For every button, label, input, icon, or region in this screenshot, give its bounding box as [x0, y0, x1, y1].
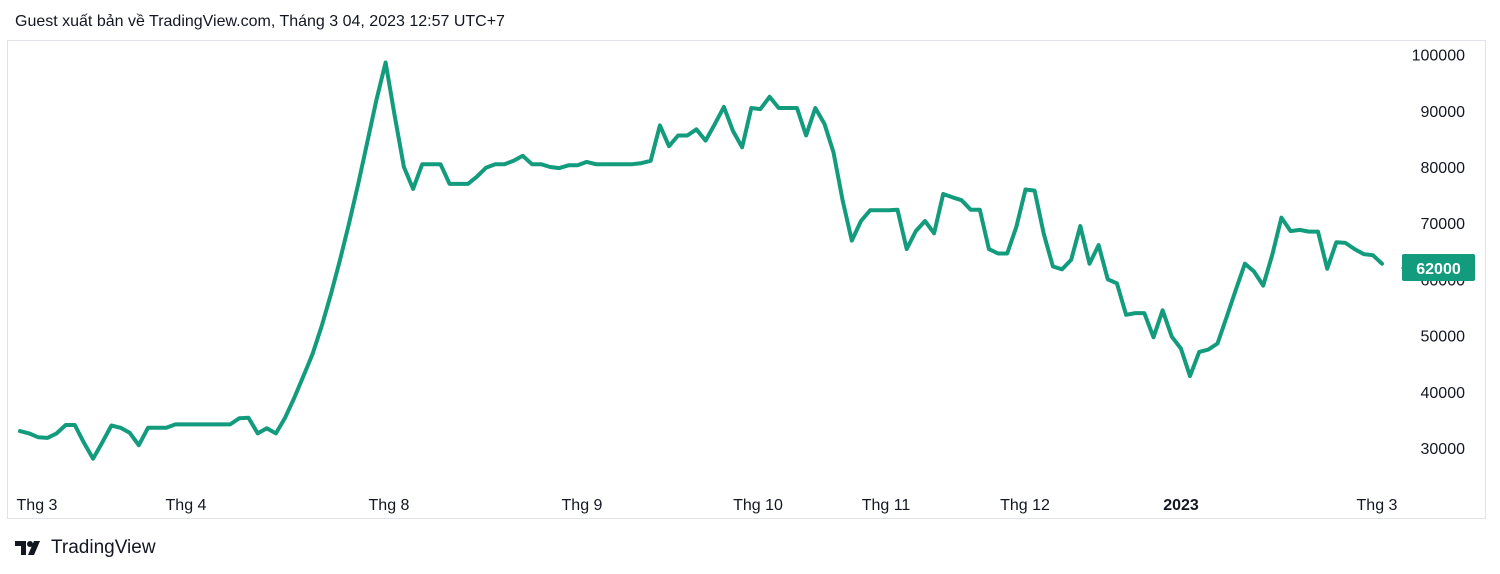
x-tick-label: Thg 3: [17, 497, 58, 514]
footer[interactable]: TradingView: [15, 537, 156, 559]
x-tick-label: Thg 8: [369, 497, 410, 514]
x-tick-label: Thg 10: [733, 497, 783, 514]
footer-brand: TradingView: [51, 537, 156, 558]
last-price-label: 62000: [1416, 261, 1461, 278]
tradingview-logo-icon: [15, 541, 40, 555]
y-tick-label: 30000: [1421, 441, 1466, 458]
y-axis: 1000009000080000700006000050000400003000…: [1412, 48, 1465, 458]
y-tick-label: 80000: [1421, 160, 1466, 177]
y-tick-label: 90000: [1421, 104, 1466, 121]
x-tick-label: Thg 4: [166, 497, 207, 514]
x-tick-label: Thg 12: [1000, 497, 1050, 514]
y-tick-label: 40000: [1421, 385, 1466, 402]
x-tick-label: Thg 3: [1357, 497, 1398, 514]
x-axis: Thg 3 Thg 4 Thg 8 Thg 9 Thg 10 Thg 11 Thg 12 20…: [17, 497, 1398, 514]
publish-info: Guest xuất bản về TradingView.com, Tháng…: [15, 13, 505, 30]
price-line: [18, 60, 1384, 461]
last-price-badge-bg: [1402, 254, 1475, 281]
y-tick-label: 70000: [1421, 216, 1466, 233]
x-tick-label: Thg 11: [862, 497, 911, 514]
last-price-badge: 62000: [1401, 254, 1475, 281]
y-tick-label: 50000: [1421, 329, 1466, 346]
x-tick-label: Thg 9: [562, 497, 603, 514]
y-tick-label: 100000: [1412, 48, 1465, 65]
chart-border: [7, 40, 1486, 519]
x-tick-label: 2023: [1163, 497, 1199, 514]
